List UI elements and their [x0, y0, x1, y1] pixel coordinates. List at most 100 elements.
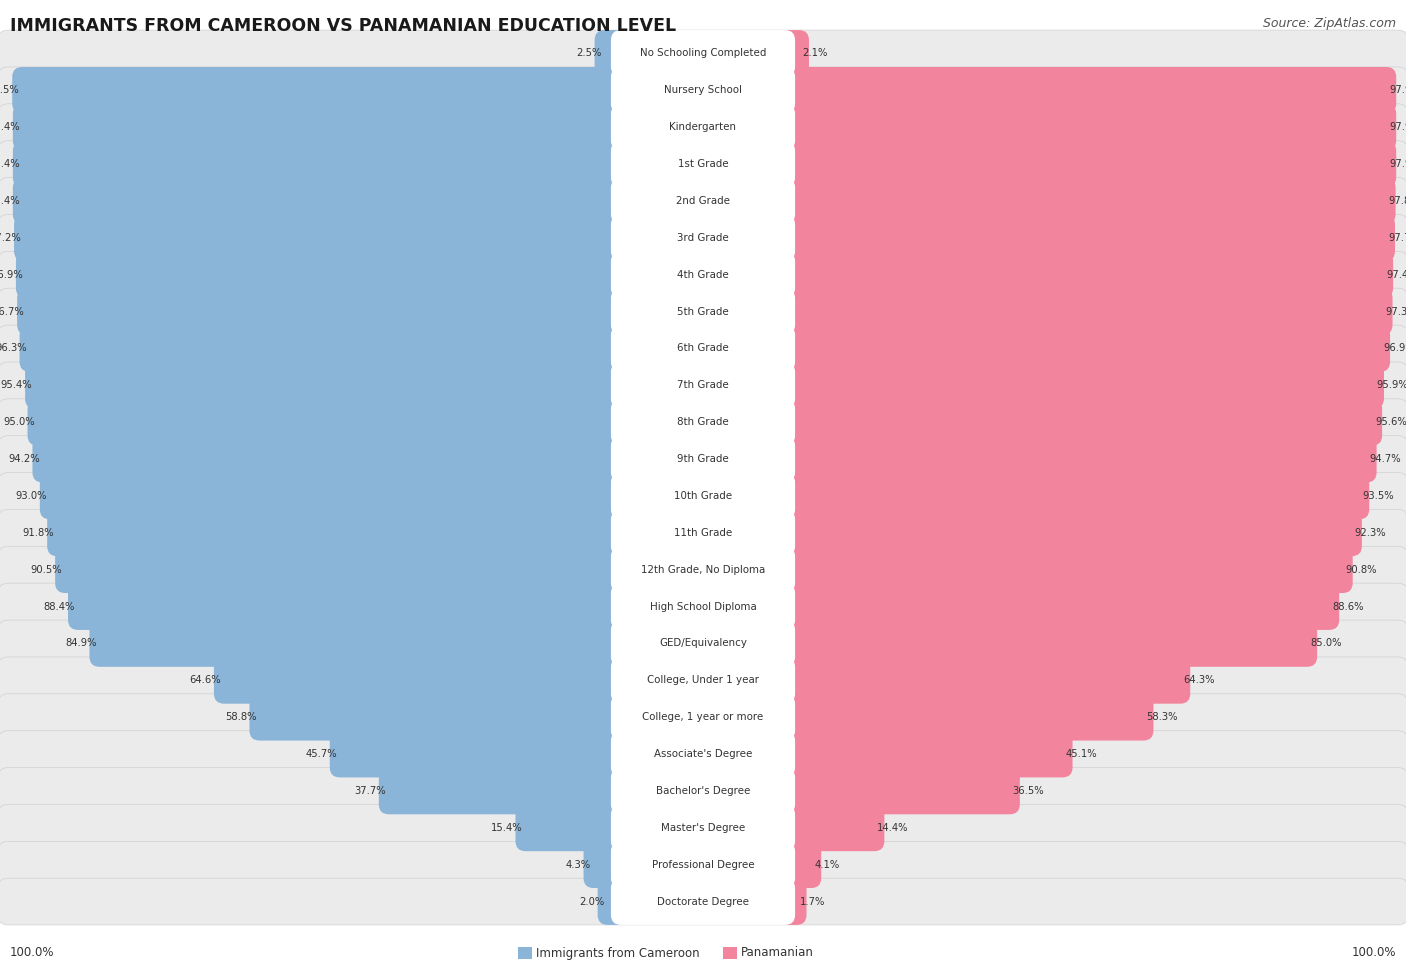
Text: 37.7%: 37.7%	[354, 786, 385, 796]
FancyBboxPatch shape	[612, 289, 794, 335]
Text: 85.0%: 85.0%	[1310, 639, 1341, 648]
FancyBboxPatch shape	[612, 657, 794, 704]
FancyBboxPatch shape	[776, 214, 1395, 261]
Text: 7th Grade: 7th Grade	[678, 380, 728, 390]
Bar	[517, 947, 531, 959]
FancyBboxPatch shape	[776, 804, 884, 851]
FancyBboxPatch shape	[612, 473, 794, 520]
Text: 45.7%: 45.7%	[305, 749, 337, 760]
FancyBboxPatch shape	[612, 878, 794, 925]
FancyBboxPatch shape	[612, 214, 794, 261]
FancyBboxPatch shape	[0, 841, 1406, 888]
FancyBboxPatch shape	[330, 730, 630, 777]
FancyBboxPatch shape	[14, 214, 630, 261]
FancyBboxPatch shape	[67, 583, 630, 630]
FancyBboxPatch shape	[0, 140, 1406, 187]
FancyBboxPatch shape	[776, 694, 1153, 741]
Text: Kindergarten: Kindergarten	[669, 122, 737, 133]
FancyBboxPatch shape	[612, 694, 794, 741]
Text: 58.3%: 58.3%	[1146, 712, 1178, 722]
FancyBboxPatch shape	[0, 546, 1406, 593]
FancyBboxPatch shape	[612, 767, 794, 814]
Text: 36.5%: 36.5%	[1012, 786, 1045, 796]
Text: 4.3%: 4.3%	[565, 860, 591, 870]
FancyBboxPatch shape	[0, 767, 1406, 814]
Text: 14.4%: 14.4%	[877, 823, 908, 833]
Text: 91.8%: 91.8%	[22, 527, 55, 538]
Text: 64.6%: 64.6%	[190, 676, 221, 685]
Text: 100.0%: 100.0%	[10, 947, 55, 959]
FancyBboxPatch shape	[612, 841, 794, 888]
FancyBboxPatch shape	[0, 252, 1406, 298]
FancyBboxPatch shape	[776, 436, 1376, 483]
Text: 1.7%: 1.7%	[800, 897, 825, 907]
FancyBboxPatch shape	[15, 252, 630, 298]
FancyBboxPatch shape	[776, 252, 1393, 298]
Text: GED/Equivalency: GED/Equivalency	[659, 639, 747, 648]
Text: 96.3%: 96.3%	[0, 343, 27, 354]
FancyBboxPatch shape	[516, 804, 630, 851]
FancyBboxPatch shape	[612, 362, 794, 409]
FancyBboxPatch shape	[776, 583, 1339, 630]
FancyBboxPatch shape	[776, 767, 1019, 814]
FancyBboxPatch shape	[0, 103, 1406, 150]
Text: 4th Grade: 4th Grade	[678, 270, 728, 280]
Text: 97.3%: 97.3%	[1385, 306, 1406, 317]
Text: 64.3%: 64.3%	[1184, 676, 1215, 685]
FancyBboxPatch shape	[612, 583, 794, 630]
Text: 97.4%: 97.4%	[0, 159, 20, 169]
Text: 96.9%: 96.9%	[1384, 343, 1406, 354]
Text: 2nd Grade: 2nd Grade	[676, 196, 730, 206]
FancyBboxPatch shape	[776, 730, 1073, 777]
Text: 2.0%: 2.0%	[579, 897, 605, 907]
FancyBboxPatch shape	[612, 510, 794, 556]
Text: College, 1 year or more: College, 1 year or more	[643, 712, 763, 722]
Text: 100.0%: 100.0%	[1351, 947, 1396, 959]
FancyBboxPatch shape	[20, 325, 630, 371]
FancyBboxPatch shape	[776, 546, 1353, 593]
Text: 15.4%: 15.4%	[491, 823, 523, 833]
FancyBboxPatch shape	[776, 103, 1396, 150]
FancyBboxPatch shape	[214, 657, 630, 704]
FancyBboxPatch shape	[776, 67, 1396, 114]
FancyBboxPatch shape	[612, 620, 794, 667]
FancyBboxPatch shape	[249, 694, 630, 741]
Text: 6th Grade: 6th Grade	[678, 343, 728, 354]
Text: High School Diploma: High School Diploma	[650, 602, 756, 611]
FancyBboxPatch shape	[0, 325, 1406, 371]
Text: 97.8%: 97.8%	[1389, 196, 1406, 206]
FancyBboxPatch shape	[612, 103, 794, 150]
FancyBboxPatch shape	[776, 878, 807, 925]
FancyBboxPatch shape	[776, 325, 1391, 371]
FancyBboxPatch shape	[32, 436, 630, 483]
Text: Master's Degree: Master's Degree	[661, 823, 745, 833]
Text: 97.4%: 97.4%	[0, 122, 20, 133]
Text: 1st Grade: 1st Grade	[678, 159, 728, 169]
FancyBboxPatch shape	[0, 510, 1406, 556]
FancyBboxPatch shape	[776, 362, 1384, 409]
FancyBboxPatch shape	[612, 804, 794, 851]
FancyBboxPatch shape	[776, 140, 1396, 187]
FancyBboxPatch shape	[13, 140, 630, 187]
FancyBboxPatch shape	[0, 583, 1406, 630]
Text: 2.5%: 2.5%	[576, 49, 602, 58]
Text: 97.2%: 97.2%	[0, 233, 21, 243]
FancyBboxPatch shape	[776, 510, 1362, 556]
Text: 93.5%: 93.5%	[1362, 491, 1393, 501]
FancyBboxPatch shape	[612, 140, 794, 187]
Text: 45.1%: 45.1%	[1066, 749, 1097, 760]
Text: 93.0%: 93.0%	[15, 491, 46, 501]
FancyBboxPatch shape	[378, 767, 630, 814]
Text: 88.4%: 88.4%	[44, 602, 75, 611]
FancyBboxPatch shape	[0, 214, 1406, 261]
FancyBboxPatch shape	[13, 103, 630, 150]
Text: Source: ZipAtlas.com: Source: ZipAtlas.com	[1263, 17, 1396, 30]
FancyBboxPatch shape	[0, 620, 1406, 667]
FancyBboxPatch shape	[612, 325, 794, 371]
Text: 84.9%: 84.9%	[65, 639, 97, 648]
FancyBboxPatch shape	[776, 620, 1317, 667]
FancyBboxPatch shape	[776, 473, 1369, 520]
FancyBboxPatch shape	[13, 177, 630, 224]
FancyBboxPatch shape	[90, 620, 630, 667]
Text: 97.9%: 97.9%	[1389, 159, 1406, 169]
